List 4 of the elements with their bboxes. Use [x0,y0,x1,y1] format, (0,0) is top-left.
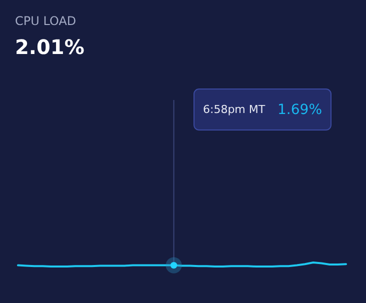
chart-title: CPU LOAD [15,14,76,28]
chart-subtitle: 2.01% [15,35,84,59]
text: 6:58pm MT [203,103,266,116]
text: 1.69% [278,102,322,118]
